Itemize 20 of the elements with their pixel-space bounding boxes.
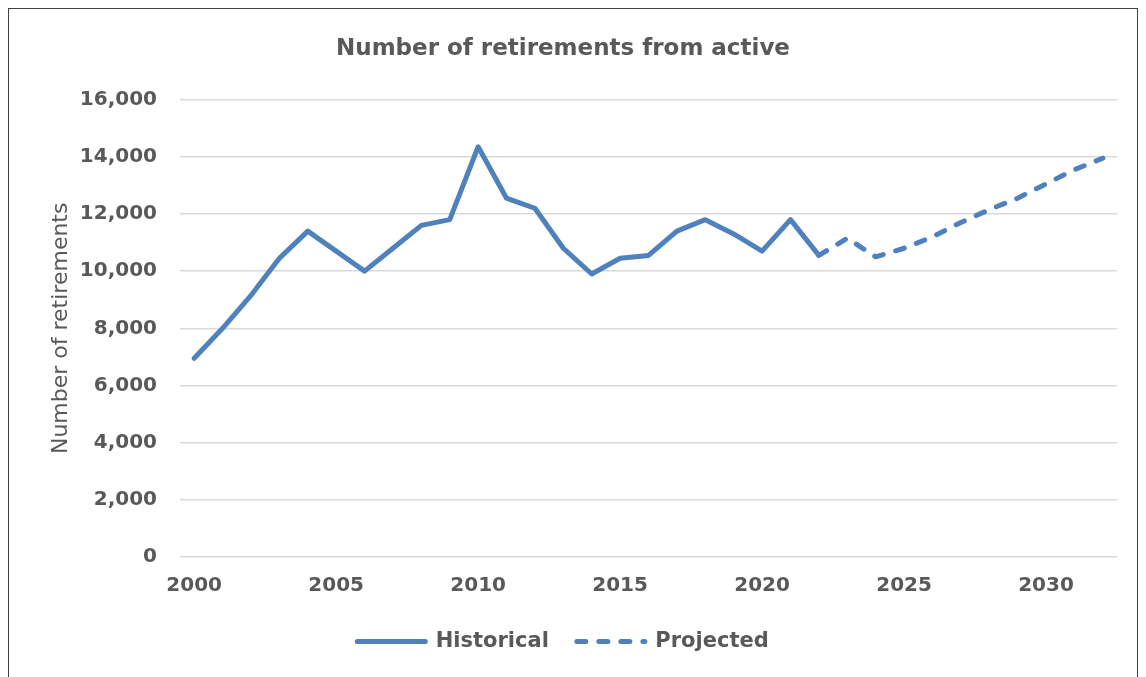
y-tick-label: 14,000 (79, 142, 157, 167)
x-tick-label: 2010 (450, 572, 506, 597)
y-tick-label: 4,000 (93, 428, 157, 453)
chart-title: Number of retirements from active (336, 33, 790, 60)
x-tick-label: 2015 (592, 572, 648, 597)
x-tick-label: 2000 (166, 572, 223, 597)
y-tick-label: 6,000 (93, 371, 157, 396)
y-tick-label: 12,000 (79, 200, 157, 225)
x-tick-label: 2030 (1018, 572, 1074, 597)
x-tick-label: 2005 (308, 572, 364, 597)
x-tick-label: 2025 (876, 572, 932, 597)
legend-label: Projected (655, 627, 769, 652)
legend-label: Historical (435, 627, 549, 652)
y-axis-title: Number of retirements (46, 202, 72, 455)
y-tick-label: 0 (143, 543, 157, 568)
y-tick-label: 10,000 (79, 257, 157, 282)
y-tick-label: 2,000 (93, 486, 157, 511)
y-tick-label: 16,000 (79, 85, 157, 110)
x-tick-label: 2020 (734, 572, 790, 597)
y-tick-label: 8,000 (93, 314, 157, 339)
